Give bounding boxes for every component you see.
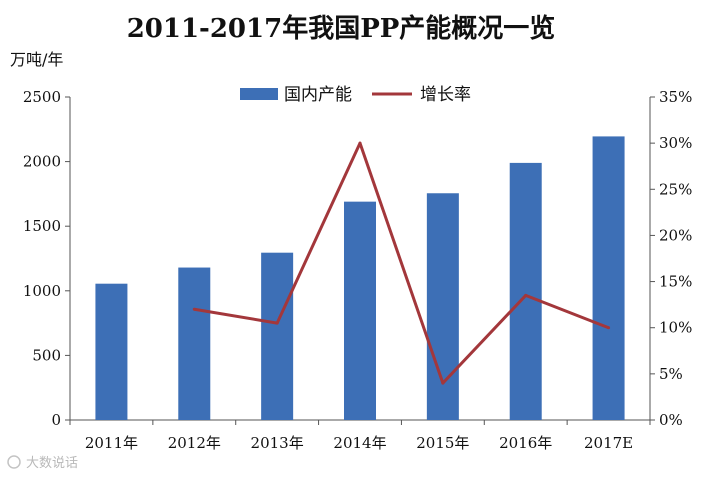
left-tick-label: 1000 <box>23 282 61 300</box>
right-tick-label: 15% <box>659 273 692 291</box>
x-tick-label: 2016年 <box>499 434 552 452</box>
bar <box>261 252 294 420</box>
right-tick-label: 0% <box>659 411 683 429</box>
growth-rate-point <box>524 293 528 297</box>
bar <box>509 162 542 420</box>
legend-bar-swatch <box>240 88 278 100</box>
growth-rate-point <box>358 141 362 145</box>
watermark-logo-icon <box>7 455 21 469</box>
right-tick-label: 30% <box>659 134 692 152</box>
growth-rate-point <box>441 381 445 385</box>
growth-rate-point <box>192 307 196 311</box>
right-tick-label: 10% <box>659 319 692 337</box>
bar <box>178 267 211 420</box>
x-tick-label: 2011年 <box>85 434 138 452</box>
left-tick-label: 2500 <box>23 88 61 106</box>
x-tick-label: 2013年 <box>251 434 304 452</box>
plot-area: 0 500 1000 1500 2000 2500 0% 5% 10% 15% 20% 25% 30% 3… <box>23 88 693 452</box>
right-tick-label: 35% <box>659 88 692 106</box>
left-tick-label: 0 <box>51 411 61 429</box>
growth-rate-point <box>275 321 279 325</box>
left-tick-label: 500 <box>32 346 61 364</box>
watermark-text: 大数说话 <box>26 456 78 471</box>
right-tick-label: 5% <box>659 365 683 383</box>
bar <box>426 193 459 420</box>
left-tick-label: 1500 <box>23 217 61 235</box>
growth-rate-point <box>607 326 611 330</box>
legend-line-label: 增长率 <box>420 85 471 105</box>
bar <box>344 201 376 420</box>
bar <box>592 136 625 420</box>
bar <box>95 283 128 420</box>
watermark: 大数说话 <box>7 455 78 471</box>
y-axis-label: 万吨/年 <box>10 50 63 69</box>
right-tick-label: 20% <box>659 226 692 244</box>
chart-title: 2011-2017年我国PP产能概况一览 <box>127 13 556 44</box>
growth-rate-line <box>194 141 610 385</box>
legend-bar-label: 国内产能 <box>284 85 352 105</box>
x-tick-label: 2015年 <box>416 434 469 452</box>
x-tick-label: 2017E <box>584 434 633 452</box>
left-tick-label: 2000 <box>23 153 61 171</box>
x-tick-label: 2012年 <box>168 434 221 452</box>
legend: 国内产能 增长率 <box>240 85 471 105</box>
right-tick-label: 25% <box>659 180 692 198</box>
x-tick-label: 2014年 <box>333 434 386 452</box>
